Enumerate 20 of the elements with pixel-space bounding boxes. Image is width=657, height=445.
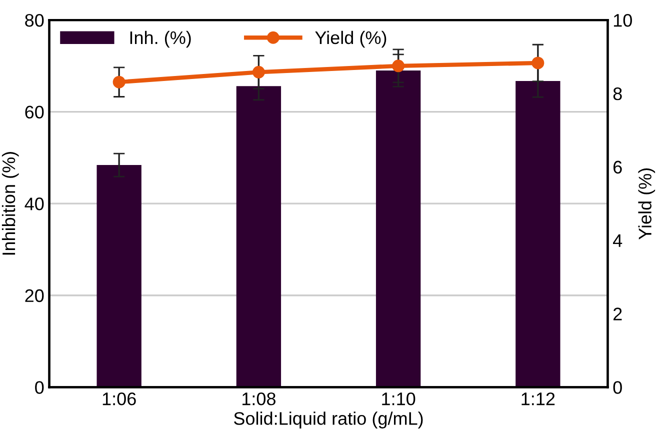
y2-tick-label: 6: [614, 160, 622, 174]
legend-label: Inh. (%): [130, 30, 191, 48]
x-axis-title: Solid:Liquid ratio (g/mL): [234, 412, 423, 428]
y2-tick-label: 8: [613, 87, 622, 100]
y-axis-title: Inhibition (%): [2, 152, 19, 255]
y-tick-label: 0: [35, 381, 44, 394]
y2-tick-label: 4: [613, 234, 622, 247]
y-tick-label: 80: [25, 14, 44, 27]
legend-label: Yield (%): [315, 30, 386, 48]
y2-tick-label: 2: [613, 308, 622, 320]
y2-axis-title: Yield (%): [638, 168, 656, 240]
y-tick-label: 20: [25, 289, 44, 302]
x-tick-label: 1:10: [382, 392, 416, 406]
y2-tick-label: 0: [613, 381, 622, 394]
y-tick-label: 60: [25, 106, 44, 119]
x-tick-label: 1:08: [242, 392, 276, 406]
y-tick-label: 40: [24, 198, 44, 210]
x-tick-label: 1:06: [102, 392, 136, 406]
x-tick-label: 1:12: [522, 392, 555, 406]
y2-tick-label: 10: [614, 14, 632, 27]
